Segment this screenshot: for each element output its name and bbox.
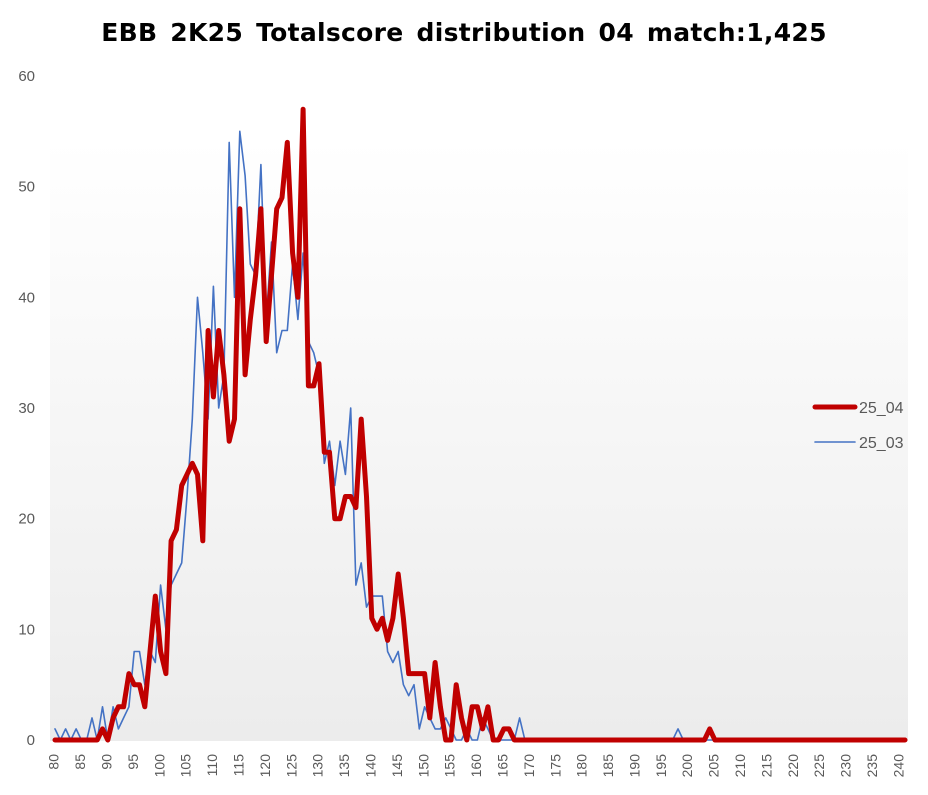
- x-tick-label: 125: [283, 754, 299, 778]
- y-tick-label: 10: [18, 621, 35, 638]
- x-tick-label: 205: [706, 754, 722, 778]
- y-tick-label: 60: [18, 68, 35, 85]
- legend: 25_04 25_03: [812, 400, 904, 452]
- x-tick-label: 215: [758, 754, 774, 778]
- y-tick-label: 40: [18, 289, 35, 306]
- x-tick-label: 180: [574, 754, 590, 778]
- x-tick-label: 175: [547, 754, 563, 778]
- x-tick-label: 80: [46, 754, 62, 770]
- x-tick-label: 185: [600, 754, 616, 778]
- x-tick-label: 145: [389, 754, 405, 778]
- x-tick-label: 120: [257, 754, 273, 778]
- chart-title: EBB 2K25 Totalscore distribution 04 matc…: [101, 18, 827, 47]
- x-axis: 80 85 90 95 100 105 110 115 120 125 130 135 140 145 15…: [46, 754, 907, 778]
- x-tick-label: 240: [890, 754, 906, 778]
- y-tick-label: 0: [27, 732, 35, 749]
- x-tick-label: 170: [521, 754, 537, 778]
- x-tick-label: 110: [204, 754, 220, 777]
- legend-label: 25_04: [859, 400, 904, 417]
- x-tick-label: 140: [362, 754, 378, 778]
- x-tick-label: 105: [178, 754, 194, 778]
- plot-area: [50, 140, 908, 741]
- x-tick-label: 165: [494, 754, 510, 778]
- y-axis: 0 10 20 30 40 50 60: [18, 68, 35, 749]
- y-tick-label: 30: [18, 400, 35, 417]
- x-tick-label: 210: [732, 754, 748, 778]
- x-tick-label: 130: [310, 754, 326, 778]
- x-tick-label: 160: [468, 754, 484, 778]
- x-tick-label: 135: [336, 754, 352, 778]
- x-tick-label: 225: [811, 754, 827, 778]
- x-tick-label: 155: [442, 754, 458, 778]
- x-tick-label: 115: [230, 754, 246, 777]
- x-tick-label: 85: [72, 754, 88, 770]
- y-tick-label: 20: [18, 511, 35, 528]
- x-tick-label: 100: [151, 754, 167, 778]
- x-tick-label: 95: [125, 754, 141, 770]
- x-tick-label: 235: [864, 754, 880, 778]
- x-tick-label: 195: [653, 754, 669, 778]
- x-tick-label: 230: [838, 754, 854, 778]
- x-tick-label: 200: [679, 754, 695, 778]
- x-tick-label: 90: [98, 754, 114, 770]
- series-line-25-04: [52, 106, 908, 743]
- y-tick-label: 50: [18, 179, 35, 196]
- legend-label: 25_03: [859, 435, 904, 452]
- x-tick-label: 190: [626, 754, 642, 778]
- series-layer: [52, 106, 908, 743]
- x-tick-label: 150: [415, 754, 431, 778]
- x-tick-label: 220: [785, 754, 801, 778]
